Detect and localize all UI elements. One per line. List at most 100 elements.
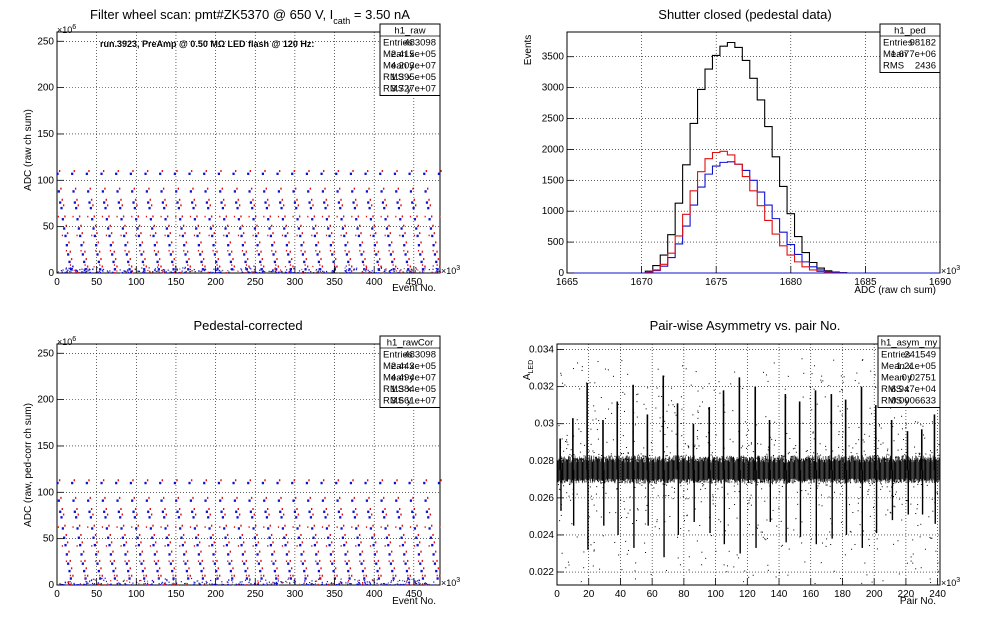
outlier-point: [840, 482, 842, 484]
data-point: [389, 232, 392, 235]
data-point: [417, 243, 421, 247]
data-point: [304, 268, 307, 271]
outlier-point: [882, 442, 884, 444]
data-point: [146, 170, 149, 173]
data-point: [75, 269, 77, 271]
data-point: [185, 260, 188, 264]
data-point: [414, 513, 417, 516]
data-point: [215, 569, 218, 573]
data-point: [291, 272, 293, 274]
data-point: [227, 553, 230, 556]
outlier-point: [643, 457, 645, 459]
data-point: [276, 567, 278, 570]
data-point: [222, 198, 225, 201]
panel-filter-wheel-scan: Filter wheel scan: pmt#ZK5370 @ 650 V, I…: [23, 7, 460, 294]
data-point: [292, 499, 295, 502]
data-point: [90, 198, 93, 201]
outlier-point: [882, 580, 884, 582]
data-point: [155, 562, 158, 565]
data-point: [85, 567, 87, 570]
outlier-point: [887, 448, 889, 450]
data-point: [252, 584, 254, 586]
data-point: [373, 224, 376, 227]
outlier-point: [720, 521, 722, 523]
data-point: [261, 268, 264, 270]
outlier-point: [774, 439, 776, 441]
data-point: [140, 579, 142, 582]
data-point: [189, 215, 192, 218]
data-point: [136, 581, 138, 584]
outlier-point: [580, 431, 582, 433]
data-point: [403, 560, 405, 563]
data-point: [317, 569, 321, 573]
data-point: [208, 198, 210, 201]
data-point: [63, 584, 65, 586]
data-point: [404, 253, 407, 256]
data-point: [421, 583, 424, 585]
outlier-point: [786, 433, 788, 435]
outlier-point: [842, 449, 844, 451]
data-point: [129, 258, 131, 261]
outlier-point: [593, 541, 595, 543]
panel4-x-label: Pair No.: [900, 596, 936, 607]
outlier-point: [848, 427, 850, 429]
outlier-point: [639, 483, 641, 485]
outlier-point: [852, 511, 854, 513]
data-point: [433, 581, 435, 583]
data-point: [164, 218, 167, 221]
data-point: [409, 265, 412, 268]
data-point: [401, 271, 403, 274]
data-point: [378, 269, 381, 271]
outlier-point: [571, 455, 573, 457]
data-point: [160, 526, 162, 528]
data-point: [289, 583, 291, 585]
outlier-point: [917, 504, 919, 506]
outlier-point: [573, 368, 575, 370]
data-point: [376, 260, 379, 264]
outlier-point: [664, 451, 666, 453]
data-point: [349, 583, 351, 585]
data-point: [421, 577, 425, 580]
outlier-point: [634, 486, 636, 488]
data-point: [436, 268, 439, 271]
data-point: [152, 215, 154, 218]
outlier-point: [597, 438, 599, 440]
outlier-point: [727, 481, 729, 483]
outlier-point: [825, 449, 827, 451]
outlier-point: [611, 412, 613, 414]
data-point: [204, 190, 207, 193]
data-point: [88, 268, 90, 270]
data-point: [237, 545, 240, 547]
data-point: [190, 170, 193, 173]
outlier-point: [877, 458, 879, 460]
outlier-point: [794, 447, 796, 449]
data-point: [413, 198, 416, 201]
data-point: [93, 215, 95, 218]
data-point: [246, 272, 248, 274]
data-point: [383, 516, 386, 519]
outlier-point: [666, 410, 668, 412]
outlier-point: [742, 456, 744, 458]
data-point: [175, 190, 178, 193]
outlier-point: [910, 503, 912, 505]
data-point: [381, 510, 385, 513]
outlier-point: [708, 516, 710, 518]
data-point: [315, 269, 317, 271]
data-point: [429, 513, 432, 516]
data-point: [185, 569, 188, 573]
outlier-point: [585, 481, 587, 483]
data-point: [264, 510, 267, 513]
outlier-point: [645, 487, 647, 489]
data-point: [197, 580, 199, 582]
data-point: [335, 266, 337, 268]
outlier-point: [559, 520, 561, 522]
data-point: [65, 267, 67, 269]
data-point: [201, 268, 204, 271]
outlier-point: [898, 481, 900, 483]
outlier-point: [799, 488, 801, 490]
data-point: [423, 172, 426, 176]
data-point: [104, 584, 107, 586]
data-point: [142, 250, 145, 253]
outlier-point: [693, 481, 695, 483]
outlier-point: [820, 562, 822, 564]
